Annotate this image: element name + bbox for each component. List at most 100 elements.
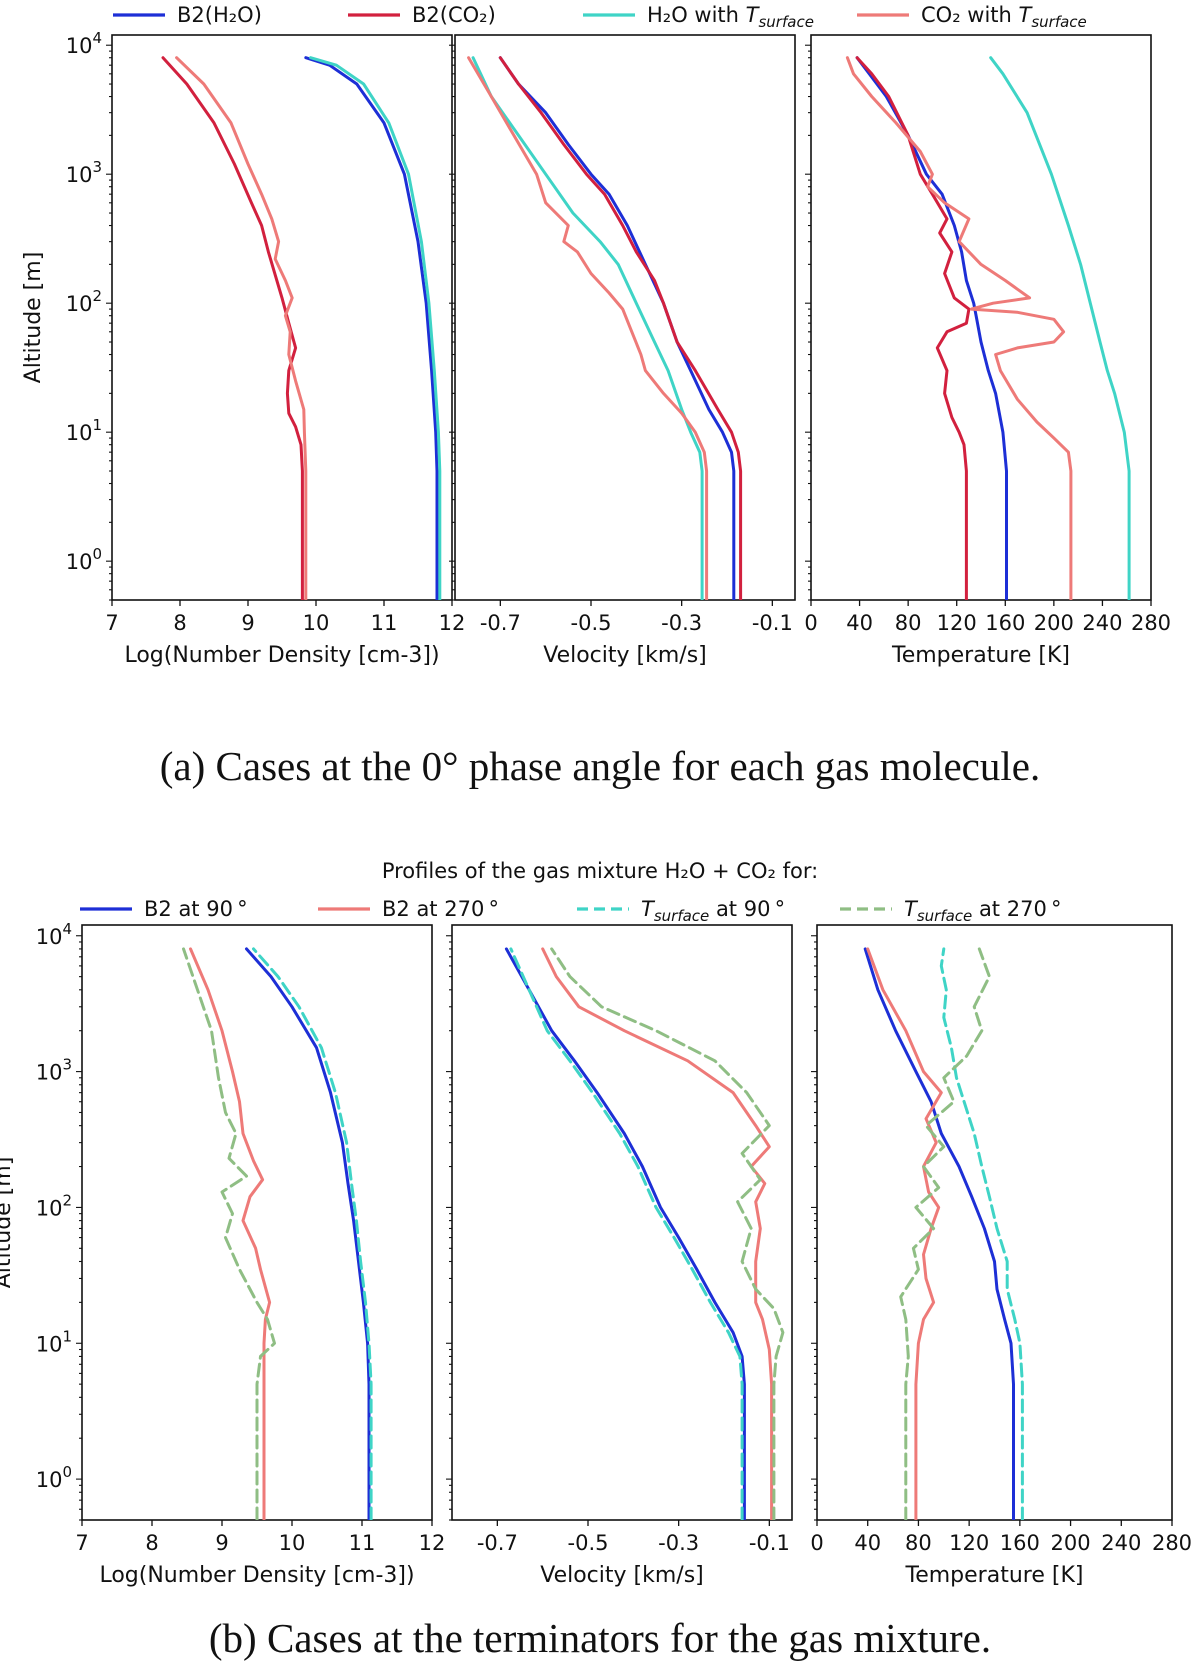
x-tick-label: 80 — [905, 1531, 932, 1555]
x-tick-label: 12 — [419, 1531, 446, 1555]
legend-bottom: B2 at 90 ° B2 at 270 ° Tsurface at 90 ° Tsu… — [80, 897, 1062, 925]
x-tick-label: 11 — [371, 611, 398, 635]
x-tick-label: 160 — [1000, 1531, 1040, 1555]
x-tick-label: 120 — [949, 1531, 989, 1555]
y-tick-label: 103 — [36, 1056, 72, 1085]
plot-frame — [816, 924, 1173, 1521]
x-tick-label: -0.3 — [661, 611, 702, 635]
series-line — [471, 56, 704, 600]
series-line — [509, 947, 744, 1520]
series-line — [855, 56, 971, 600]
legend-entry-label: CO₂ with Tsurface — [921, 3, 1087, 31]
series-line — [498, 56, 743, 600]
x-tick-label: 11 — [349, 1531, 376, 1555]
y-tick-label: 101 — [36, 1327, 72, 1356]
x-axis-label: Temperature [K] — [905, 1563, 1084, 1588]
y-tick-label: 100 — [36, 1463, 72, 1492]
x-tick-label: 160 — [985, 611, 1025, 635]
series-line — [866, 947, 943, 1520]
legend-title-b: Profiles of the gas mixture H₂O + CO₂ fo… — [382, 859, 818, 883]
chart-panel-a-temperature: 0 40 80 120 160 200 240 280 Temperature [K] — [804, 34, 1171, 668]
series-line — [182, 947, 276, 1520]
caption-b: (b) Cases at the terminators for the gas… — [209, 1615, 991, 1661]
x-tick-label: 8 — [145, 1531, 158, 1555]
plot-frame — [454, 34, 796, 601]
series-line — [161, 56, 304, 600]
x-tick-label: 10 — [279, 1531, 306, 1555]
legend-entry-label: Tsurface at 90 ° — [641, 897, 785, 925]
y-tick-label: 102 — [66, 287, 102, 316]
y-tick-label: 102 — [36, 1191, 72, 1220]
chart-panel-b-velocity: -0.7 -0.5 -0.3 -0.1 Velocity [km/s] — [446, 924, 793, 1588]
y-tick-label: 101 — [66, 416, 102, 445]
x-tick-label: 280 — [1131, 611, 1171, 635]
y-tick-label: 104 — [36, 920, 72, 949]
x-tick-label: 40 — [854, 1531, 881, 1555]
x-tick-label: 7 — [75, 1531, 88, 1555]
x-tick-label: 0 — [810, 1531, 823, 1555]
legend-entry-label: B2(H₂O) — [177, 3, 262, 27]
series-line — [175, 56, 308, 600]
y-tick-label: 103 — [66, 158, 102, 187]
x-tick-label: 7 — [105, 611, 118, 635]
series-line — [304, 56, 439, 600]
legend-entry-label: H₂O with Tsurface — [647, 3, 814, 31]
x-tick-label: 9 — [241, 611, 254, 635]
x-tick-label: 0 — [804, 611, 817, 635]
series-line — [939, 947, 1024, 1520]
series-line — [252, 947, 373, 1520]
plot-frame — [451, 924, 793, 1521]
x-tick-label: 200 — [1034, 611, 1074, 635]
x-tick-label: 8 — [173, 611, 186, 635]
series-line — [899, 947, 991, 1520]
series-line — [541, 947, 774, 1520]
x-tick-label: -0.5 — [571, 611, 612, 635]
x-tick-label: 240 — [1082, 611, 1122, 635]
x-tick-label: -0.7 — [477, 1531, 518, 1555]
legend-entry-label: B2 at 270 ° — [382, 897, 499, 921]
y-tick-label: 104 — [66, 29, 102, 58]
x-tick-label: -0.5 — [568, 1531, 609, 1555]
x-axis-label: Temperature [K] — [891, 643, 1070, 668]
series-line — [467, 56, 709, 600]
x-tick-label: -0.1 — [752, 611, 793, 635]
x-tick-label: 9 — [215, 1531, 228, 1555]
legend-entry-label: B2(CO₂) — [412, 3, 496, 27]
caption-a: (a) Cases at the 0° phase angle for each… — [160, 743, 1040, 789]
x-tick-label: -0.3 — [658, 1531, 699, 1555]
plot-frame — [810, 34, 1152, 601]
y-tick-label: 100 — [66, 545, 102, 574]
series-line — [189, 947, 272, 1520]
x-tick-label: 280 — [1152, 1531, 1192, 1555]
x-tick-label: 80 — [895, 611, 922, 635]
series-line — [989, 56, 1131, 600]
x-tick-label: -0.7 — [480, 611, 521, 635]
x-tick-label: 120 — [937, 611, 977, 635]
x-tick-label: -0.1 — [749, 1531, 790, 1555]
x-tick-label: 10 — [303, 611, 330, 635]
plot-frame — [111, 34, 453, 601]
x-tick-label: 40 — [846, 611, 873, 635]
series-line — [550, 947, 785, 1520]
chart-panel-b-temperature: 0 40 80 120 160 200 240 280 Temperature [K] — [810, 924, 1192, 1588]
x-axis-label: Velocity [km/s] — [543, 643, 707, 668]
x-tick-label: 240 — [1101, 1531, 1141, 1555]
x-tick-label: 12 — [439, 611, 466, 635]
series-line — [245, 947, 371, 1520]
series-line — [863, 947, 1015, 1520]
x-axis-label: Log(Number Density [cm-3]) — [124, 643, 439, 668]
x-axis-label: Velocity [km/s] — [540, 1563, 704, 1588]
series-line — [855, 56, 1008, 600]
x-tick-label: 200 — [1051, 1531, 1091, 1555]
chart-panel-a-velocity: -0.7 -0.5 -0.3 -0.1 Velocity [km/s] — [449, 34, 796, 668]
y-axis-label: Altitude [m] — [0, 1157, 16, 1289]
series-line — [309, 56, 442, 600]
series-line — [504, 947, 746, 1520]
legend-entry-label: B2 at 90 ° — [144, 897, 248, 921]
legend-top: B2(H₂O) B2(CO₂) H₂O with Tsurface CO₂ with … — [113, 3, 1087, 31]
x-axis-label: Log(Number Density [cm-3]) — [99, 1563, 414, 1588]
legend-entry-label: Tsurface at 270 ° — [904, 897, 1062, 925]
series-line — [498, 56, 736, 600]
